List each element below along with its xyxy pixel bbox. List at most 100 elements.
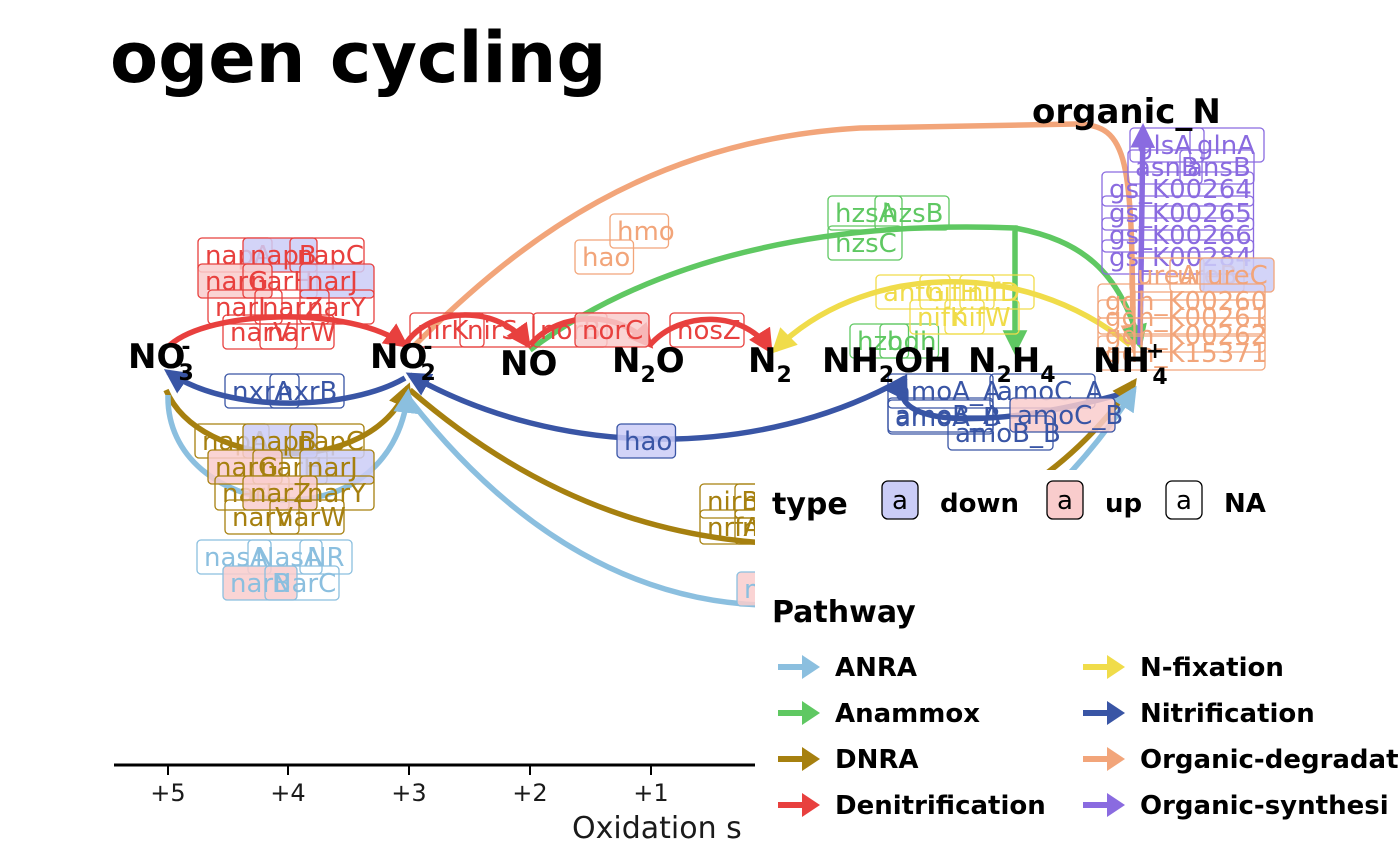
gene-label-gs-k00266: gs_K00266 xyxy=(1101,217,1255,253)
svg-text:gs_K00265: gs_K00265 xyxy=(1109,199,1252,229)
legend-background xyxy=(755,470,1400,866)
pathway-legend-item-organic-degradation: Organic-degradat xyxy=(1083,745,1399,775)
gene-label-nifd: nifD xyxy=(959,274,1035,310)
svg-text:asnB: asnB xyxy=(1135,153,1199,183)
node-n2h4: N2H4 xyxy=(968,341,1056,388)
svg-text:narW: narW xyxy=(277,503,346,533)
x-tick-label: +1 xyxy=(633,779,668,807)
pathway-legend-title: Pathway xyxy=(772,595,916,630)
svg-text:narJ: narJ xyxy=(307,267,358,297)
svg-text:narG: narG xyxy=(205,267,268,297)
gene-label-hmo: hmo xyxy=(609,213,675,249)
gene-label-nirk: nirK xyxy=(409,312,485,348)
node-organic-n: organic_N xyxy=(1032,92,1221,132)
gene-label-nifw: nifW xyxy=(944,299,1020,335)
gene-label-hdh: hdh xyxy=(879,323,940,359)
gene-label-hzsb: hzsB xyxy=(874,195,950,231)
node-no3: NO-3 xyxy=(128,335,194,386)
gene-label-gdh-k00260: gdh_K00260 xyxy=(1097,283,1267,319)
gene-label-nifh: nifH xyxy=(919,274,995,310)
gene-label-nary: narY xyxy=(299,289,375,325)
svg-text:ansB: ansB xyxy=(1187,153,1251,183)
gene-label-narc: NarC xyxy=(264,565,340,601)
pathway-legend-item-anammox: Anammox xyxy=(778,699,980,729)
svg-text:gs_K00266: gs_K00266 xyxy=(1109,221,1252,251)
svg-text:nrfA: nrfA xyxy=(707,513,761,543)
svg-text:hdh: hdh xyxy=(887,327,936,357)
svg-text:hzsC: hzsC xyxy=(835,229,897,259)
gene-label-amob-b: amoB_B xyxy=(947,415,1061,451)
type-legend: type a down a up a NA xyxy=(772,480,1266,522)
svg-text:nirK: nirK xyxy=(417,316,469,346)
pathway-legend-item-n-fixation: N-fixation xyxy=(1083,653,1284,683)
x-tick-label: +4 xyxy=(270,779,305,807)
svg-text:DNRA: DNRA xyxy=(835,745,918,775)
node-n2: N2 xyxy=(748,341,792,388)
gene-label-narb: narB xyxy=(222,565,298,601)
gene-label-hzsc: hzsC xyxy=(827,225,903,261)
gene-label-narw: narW xyxy=(269,499,346,535)
node-nh4: NH+ 4 xyxy=(1093,339,1168,390)
x-tick-label: +2 xyxy=(512,779,547,807)
pathway-arrow-n-fixation xyxy=(771,279,1132,354)
svg-text:hzsA: hzsA xyxy=(835,199,897,229)
svg-text:hzsB: hzsB xyxy=(882,199,944,229)
diagram-title: ogen cycling xyxy=(110,17,606,99)
svg-text:narZ: narZ xyxy=(262,293,323,323)
svg-text:nirB: nirB xyxy=(707,487,759,517)
svg-text:nifW: nifW xyxy=(952,303,1011,333)
gene-label-amoa-a: amoA_A xyxy=(887,373,1001,409)
node-nh2oh: NH2OH xyxy=(822,341,952,388)
x-axis: +5 +4 +3 +2 +1 Oxidation s xyxy=(114,763,760,846)
x-tick-label: +3 xyxy=(391,779,426,807)
type-legend-item-na: a NA xyxy=(1165,480,1266,520)
svg-text:narW: narW xyxy=(267,318,336,348)
svg-text:narY: narY xyxy=(307,479,366,509)
svg-text:down: down xyxy=(940,489,1019,519)
svg-text:nxrA: nxrA xyxy=(232,377,293,407)
x-axis-label: Oxidation s xyxy=(572,811,742,846)
type-legend-title: type xyxy=(772,487,848,522)
gene-label-norc: norC xyxy=(574,312,650,348)
gene-label-urea: ureA xyxy=(1129,257,1205,293)
svg-text:amoB_B: amoB_B xyxy=(955,419,1061,449)
svg-text:NarC: NarC xyxy=(272,569,336,599)
svg-text:Nitrification: Nitrification xyxy=(1140,699,1315,729)
svg-text:ureC: ureC xyxy=(1207,261,1268,291)
gene-label-hao: hao xyxy=(616,423,677,459)
gene-label-narz: narZ xyxy=(254,289,330,325)
svg-text:up: up xyxy=(1105,489,1142,519)
gene-label-narv: narV xyxy=(224,499,300,535)
svg-text:a: a xyxy=(1176,486,1192,516)
svg-text:narZ: narZ xyxy=(250,479,311,509)
svg-text:a: a xyxy=(1057,486,1073,516)
gene-label-gs-k00264: gs_K00264 xyxy=(1101,171,1255,207)
pathway-legend-item-organic-synthesis: Organic-synthesi xyxy=(1083,791,1389,821)
pathway-legend-item-dnra: DNRA xyxy=(778,745,918,775)
svg-text:narB: narB xyxy=(230,569,291,599)
gene-label-nary: narY xyxy=(299,475,375,511)
pathway-arrow-organic-degradation xyxy=(413,121,1146,350)
svg-text:norC: norC xyxy=(582,316,643,346)
pathway-arrow-nitrification xyxy=(163,369,407,406)
svg-text:Anammox: Anammox xyxy=(835,699,980,729)
svg-text:Denitrification: Denitrification xyxy=(835,791,1046,821)
pathway-legend-item-denitrification: Denitrification xyxy=(778,791,1046,821)
pathway-arrow-anammox xyxy=(1014,225,1147,350)
node-no: NO xyxy=(500,344,557,384)
gene-labels: napAnapBnapCnarGnarHnarJnarInarZnarYnarV… xyxy=(194,127,1275,607)
type-legend-item-up: a up xyxy=(1046,480,1142,520)
svg-text:nxrB: nxrB xyxy=(277,377,337,407)
svg-text:nifH: nifH xyxy=(927,278,979,308)
pathway-legend-item-nitrification: Nitrification xyxy=(1083,699,1315,729)
legend-panel: type a down a up a NA Pathway ANRA Anammox DNRA… xyxy=(755,470,1400,866)
pathway-legend-item-anra: ANRA xyxy=(778,653,917,683)
compound-nodes: NO-3 NO-2 NO N2O N2 NH2OH N2H4 NH+ 4 organic_N xyxy=(128,92,1221,390)
svg-text:narY: narY xyxy=(307,293,366,323)
svg-text:glnA: glnA xyxy=(1197,131,1255,161)
svg-text:narV: narV xyxy=(232,503,293,533)
gene-label-nxra: nxrA xyxy=(224,373,300,409)
svg-text:gs_K00264: gs_K00264 xyxy=(1109,175,1252,205)
gene-label-ansb: ansB xyxy=(1179,149,1255,185)
x-tick-label: +5 xyxy=(150,779,185,807)
